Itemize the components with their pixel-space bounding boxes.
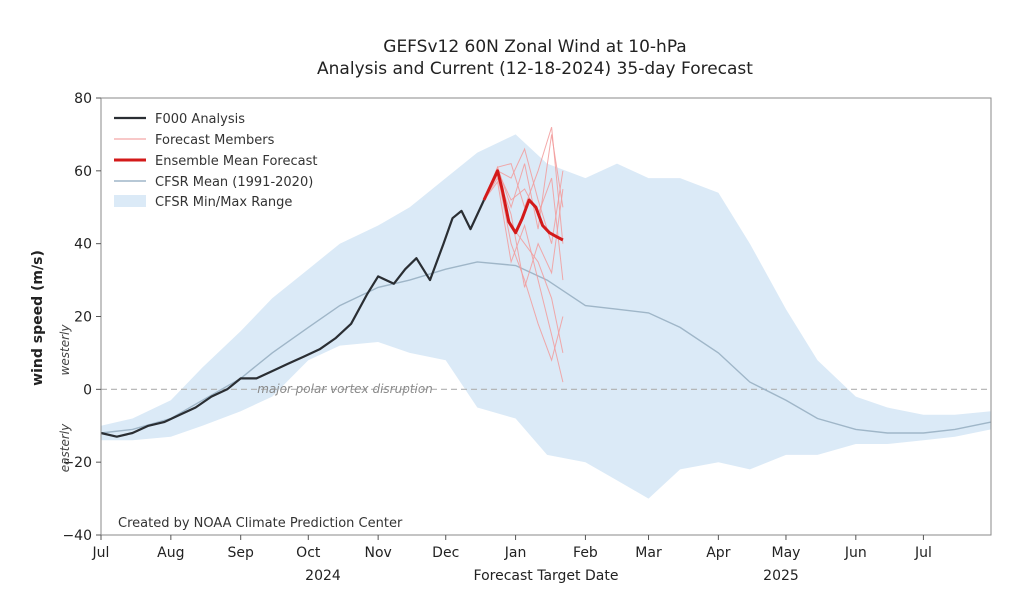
chart-subtitle: Analysis and Current (12-18-2024) 35-day…: [317, 59, 753, 79]
x-tick-label: May: [771, 545, 800, 561]
cfsr-range-layer: [101, 134, 991, 499]
x-tick-label: Jan: [504, 545, 527, 561]
y-label-easterly: easterly: [58, 423, 72, 472]
x-tick-label: Oct: [296, 545, 321, 561]
y-axis: 80 60 40 20 0 −20 −40: [62, 91, 101, 544]
y-tick-label: 0: [83, 382, 92, 398]
zero-annotation: major polar vortex disruption: [257, 382, 433, 396]
legend-label-members: Forecast Members: [155, 133, 275, 148]
x-tick-label: Sep: [228, 545, 255, 561]
x-tick-label: Dec: [432, 545, 459, 561]
credit-text: Created by NOAA Climate Prediction Cente…: [118, 516, 403, 531]
legend: F000 Analysis Forecast Members Ensemble …: [114, 112, 317, 210]
y-tick-label: −40: [62, 528, 92, 544]
analysis-line: [100, 199, 485, 438]
x-tick-label: Jun: [844, 545, 867, 561]
y-tick-label: 80: [74, 91, 92, 107]
chart-title: GEFSv12 60N Zonal Wind at 10-hPa: [383, 37, 686, 57]
legend-label-cfsr-range: CFSR Min/Max Range: [155, 195, 292, 210]
x-tick-label: Nov: [364, 545, 391, 561]
year-label-2024: 2024: [305, 568, 341, 584]
y-tick-label: 60: [74, 164, 92, 180]
ensemble-mean-line: [482, 169, 564, 242]
cfsr-mean-layer: [100, 261, 992, 434]
forecast-member-line-5: [483, 126, 564, 244]
x-axis-label: Forecast Target Date: [474, 568, 619, 584]
x-tick-label: Jul: [92, 545, 110, 561]
analysis-layer: [100, 199, 485, 438]
y-tick-label: 40: [74, 237, 92, 253]
x-axis: Jul Aug Sep Oct Nov Dec Jan Feb Mar Apr May Jun Jul: [92, 535, 932, 561]
x-tick-label: Jul: [914, 545, 932, 561]
forecast-member-line-4: [483, 176, 564, 354]
cfsr-mean-line: [100, 261, 992, 434]
ensemble-mean-layer: [482, 169, 564, 242]
x-tick-label: Apr: [706, 545, 730, 561]
y-label-westerly: westerly: [58, 324, 72, 376]
y-tick-label: 20: [74, 310, 92, 326]
y-axis-label: wind speed (m/s): [30, 250, 46, 386]
year-label-2025: 2025: [763, 568, 799, 584]
legend-label-cfsr-mean: CFSR Mean (1991-2020): [155, 175, 313, 190]
x-tick-label: Mar: [635, 545, 662, 561]
legend-label-analysis: F000 Analysis: [155, 112, 245, 127]
x-tick-label: Aug: [157, 545, 184, 561]
x-tick-label: Feb: [573, 545, 598, 561]
legend-label-ensemble: Ensemble Mean Forecast: [155, 154, 317, 169]
forecast-member-line-6: [483, 180, 564, 383]
legend-swatch-cfsr-range: [114, 195, 146, 207]
y-tick-label: −20: [62, 455, 92, 471]
cfsr-range-band: [101, 134, 991, 499]
